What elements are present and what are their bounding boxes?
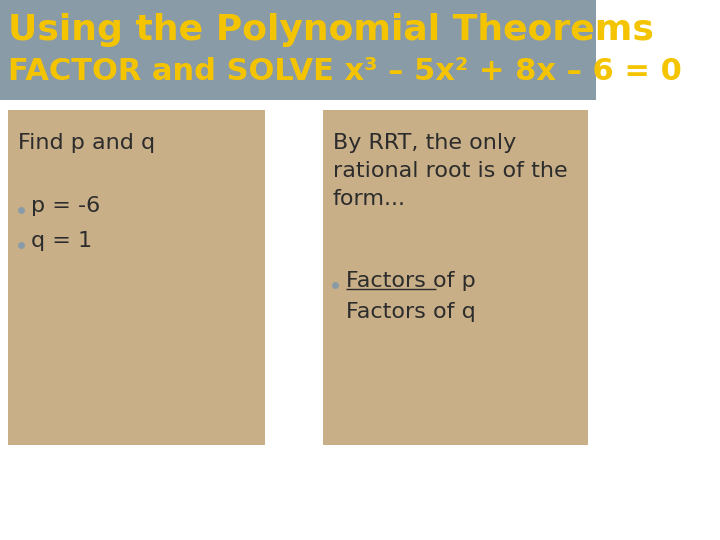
FancyBboxPatch shape — [0, 0, 596, 100]
Text: FACTOR and SOLVE x³ – 5x² + 8x – 6 = 0: FACTOR and SOLVE x³ – 5x² + 8x – 6 = 0 — [9, 57, 682, 86]
Text: q = 1: q = 1 — [32, 231, 93, 251]
Text: Using the Polynomial Theorems: Using the Polynomial Theorems — [9, 13, 654, 47]
Text: By RRT, the only
rational root is of the
form...: By RRT, the only rational root is of the… — [333, 133, 567, 209]
Text: p = -6: p = -6 — [32, 196, 101, 216]
Text: Factors of q: Factors of q — [346, 302, 476, 322]
FancyBboxPatch shape — [323, 110, 588, 445]
Text: Factors of p: Factors of p — [346, 271, 476, 291]
FancyBboxPatch shape — [9, 110, 265, 445]
Text: Find p and q: Find p and q — [18, 133, 156, 153]
